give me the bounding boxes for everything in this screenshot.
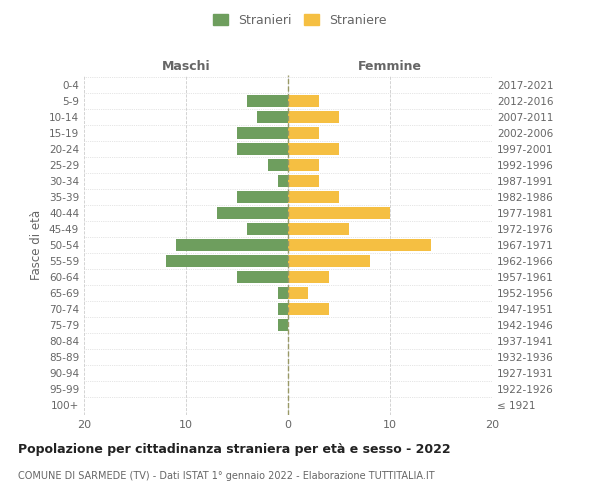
Bar (237, 271, 288, 283)
Bar (288, 175, 319, 187)
Y-axis label: Fasce di età: Fasce di età (31, 210, 43, 280)
Bar (288, 207, 390, 219)
Text: Femmine: Femmine (358, 60, 422, 74)
Bar (166, 255, 288, 267)
Bar (176, 239, 288, 251)
Bar (247, 223, 288, 235)
Bar (288, 191, 339, 203)
Bar (278, 287, 288, 299)
Text: Maschi: Maschi (161, 60, 211, 74)
Bar (288, 110, 339, 122)
Bar (288, 223, 349, 235)
Bar (257, 110, 288, 122)
Bar (288, 94, 319, 106)
Bar (288, 303, 329, 315)
Bar (268, 159, 288, 171)
Bar (288, 255, 370, 267)
Bar (278, 175, 288, 187)
Bar (237, 143, 288, 155)
Bar (288, 159, 319, 171)
Bar (288, 271, 329, 283)
Bar (288, 287, 308, 299)
Bar (237, 126, 288, 138)
Bar (288, 143, 339, 155)
Bar (278, 319, 288, 331)
Bar (247, 94, 288, 106)
Bar (288, 126, 319, 138)
Bar (278, 303, 288, 315)
Text: COMUNE DI SARMEDE (TV) - Dati ISTAT 1° gennaio 2022 - Elaborazione TUTTITALIA.IT: COMUNE DI SARMEDE (TV) - Dati ISTAT 1° g… (18, 471, 434, 481)
Legend: Stranieri, Straniere: Stranieri, Straniere (208, 8, 392, 32)
Bar (217, 207, 288, 219)
Bar (288, 239, 431, 251)
Text: Popolazione per cittadinanza straniera per età e sesso - 2022: Popolazione per cittadinanza straniera p… (18, 442, 451, 456)
Bar (237, 191, 288, 203)
